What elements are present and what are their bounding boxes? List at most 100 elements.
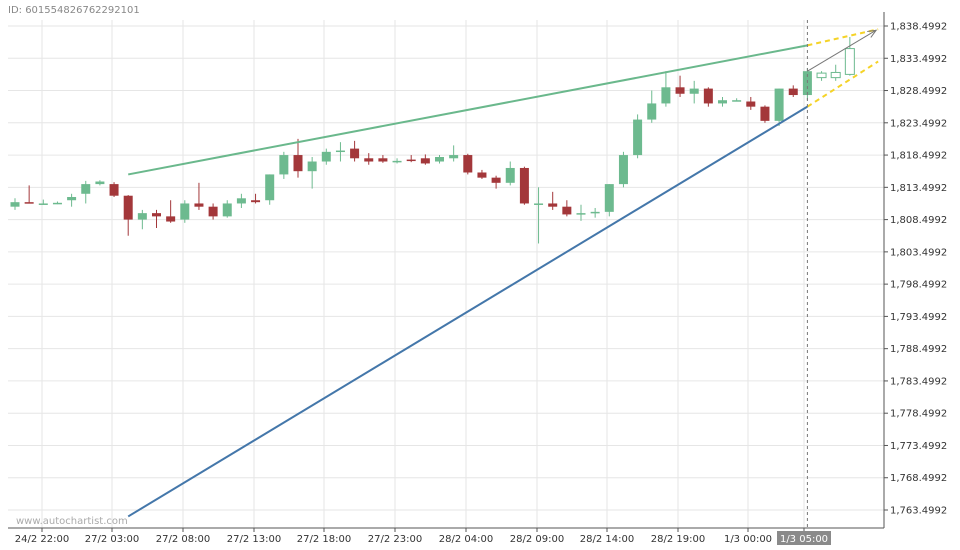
candle <box>208 203 218 220</box>
y-tick-label: 1,813.4992 <box>890 183 947 194</box>
candle-body <box>746 101 756 107</box>
candle <box>760 105 770 123</box>
y-tick-label: 1,778.4992 <box>890 409 947 420</box>
candle-body <box>689 88 699 94</box>
candle-body <box>236 198 246 204</box>
candle-body <box>52 202 62 205</box>
candle <box>590 207 600 218</box>
candle <box>618 151 628 188</box>
candle <box>718 96 727 107</box>
candle-body <box>109 184 119 196</box>
x-tick-label: 27/2 18:00 <box>297 534 351 545</box>
candle <box>95 180 105 186</box>
candle-body <box>81 184 91 194</box>
candle-body <box>364 158 374 162</box>
candle <box>81 180 91 204</box>
candle <box>816 71 827 81</box>
candle <box>194 182 204 210</box>
candle <box>406 155 416 163</box>
candle <box>293 138 303 178</box>
candle-body <box>293 155 303 172</box>
candle-body <box>830 71 841 79</box>
candle-body <box>760 106 770 121</box>
x-tick-label: 1/3 00:00 <box>724 534 772 545</box>
candle-body <box>491 177 501 183</box>
x-tick-label: 28/2 09:00 <box>510 534 564 545</box>
candle-body <box>24 202 34 204</box>
candle-body <box>774 88 784 121</box>
chart-id-label: ID: 6015548267622921​01 <box>8 5 140 16</box>
candle <box>689 80 699 104</box>
x-tick-label: 28/2 14:00 <box>580 534 634 545</box>
y-tick-label: 1,768.4992 <box>890 473 947 484</box>
x-tick-label: 27/2 23:00 <box>368 534 422 545</box>
candle <box>236 193 246 208</box>
candle-body <box>562 206 572 215</box>
candle-body <box>208 206 218 217</box>
candle <box>364 153 374 165</box>
candle-body <box>137 213 147 220</box>
candle-body <box>618 155 628 185</box>
candle-body <box>816 72 827 79</box>
candle-body <box>321 151 331 162</box>
candle-body <box>703 88 713 104</box>
candle-body <box>166 216 176 222</box>
candles <box>10 36 855 244</box>
y-tick-label: 1,808.4992 <box>890 215 947 226</box>
candle-body <box>335 150 345 153</box>
candle-body <box>675 87 685 94</box>
candle-body <box>38 203 48 205</box>
candle <box>307 156 317 189</box>
candle <box>24 185 34 204</box>
candle-body <box>123 195 133 220</box>
candle <box>519 166 529 205</box>
candle <box>67 193 77 207</box>
candle-body <box>406 159 416 162</box>
candle-body <box>392 160 402 163</box>
candle-body <box>67 197 77 201</box>
candle <box>109 182 119 198</box>
y-axis: 1,838.4992 1,833.4992 1,828.4992 1,823.4992… <box>883 12 947 528</box>
candle-body <box>548 203 558 207</box>
candle-body <box>152 213 161 217</box>
candle <box>604 184 614 217</box>
candle-body <box>802 71 812 96</box>
candle <box>378 155 388 163</box>
x-tick-label: 28/2 04:00 <box>439 534 493 545</box>
candle-body <box>844 48 855 75</box>
y-tick-label: 1,818.4992 <box>890 151 947 162</box>
candle <box>534 187 544 244</box>
y-tick-label: 1,788.4992 <box>890 344 947 355</box>
candle <box>505 161 515 186</box>
candle-body <box>265 174 275 201</box>
candle-body <box>420 158 430 164</box>
candle <box>222 200 232 218</box>
candle-body <box>477 172 487 178</box>
candle-body <box>463 155 473 173</box>
y-tick-label: 1,828.4992 <box>890 86 947 97</box>
y-tick-label: 1,823.4992 <box>890 118 947 129</box>
candle <box>562 200 572 217</box>
candle-body <box>661 87 671 104</box>
candle <box>265 174 275 205</box>
candle <box>279 151 289 179</box>
candle <box>491 175 501 189</box>
candle <box>830 64 841 81</box>
candle-body <box>718 100 727 104</box>
x-tick-label: 27/2 03:00 <box>85 534 139 545</box>
candle-body <box>180 203 190 220</box>
candle-body <box>251 200 261 203</box>
horizontal-gridlines <box>8 25 884 511</box>
candle <box>152 209 161 228</box>
candle-body <box>505 167 515 183</box>
x-tick-label: 24/2 22:00 <box>15 534 69 545</box>
candle <box>774 88 784 127</box>
candle-body <box>647 103 657 120</box>
candle-body <box>534 203 544 205</box>
lower-projection-line <box>806 60 879 108</box>
candle <box>251 193 261 204</box>
candle <box>420 154 430 165</box>
y-tick-label: 1,773.4992 <box>890 441 947 452</box>
candle <box>477 169 487 179</box>
